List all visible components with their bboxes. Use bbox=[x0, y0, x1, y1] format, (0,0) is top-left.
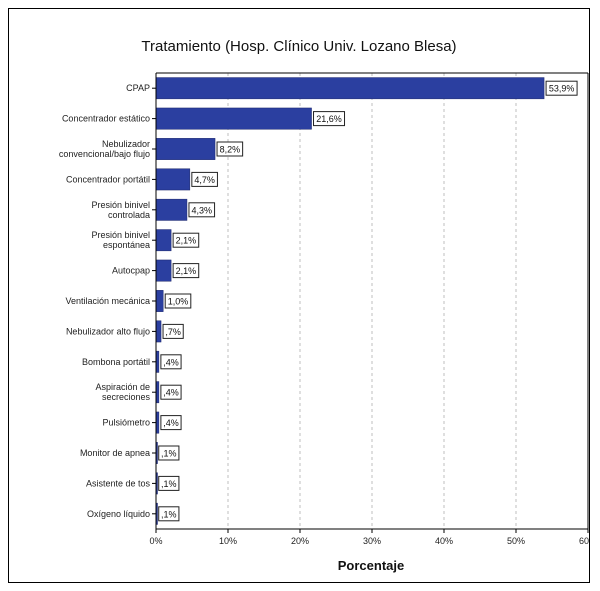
category-label: Concentrador estático bbox=[62, 114, 150, 124]
x-axis-label: Porcentaje bbox=[338, 558, 404, 573]
x-tick-label: 0% bbox=[149, 536, 162, 546]
data-label-box bbox=[158, 475, 180, 491]
category-label-line: Pulsiómetro bbox=[102, 418, 150, 428]
category-label: Pulsiómetro bbox=[102, 418, 150, 428]
chart-title: Tratamiento (Hosp. Clínico Univ. Lozano … bbox=[141, 38, 456, 55]
category-label-line: Concentrador estático bbox=[62, 114, 150, 124]
category-label-line: Aspiración de bbox=[95, 382, 150, 392]
x-tick-label: 20% bbox=[291, 536, 309, 546]
data-label: 1,0% bbox=[168, 297, 189, 307]
category-label-line: Monitor de apnea bbox=[80, 448, 150, 458]
data-label-box bbox=[188, 202, 216, 218]
data-label-box bbox=[158, 506, 180, 522]
data-label: 53,9% bbox=[549, 84, 575, 94]
category-label-line: Nebulizador alto flujo bbox=[66, 326, 150, 336]
category-label: Presión binivel espontánea bbox=[91, 230, 150, 250]
data-label: ,1% bbox=[161, 479, 177, 489]
data-label-box bbox=[545, 80, 578, 96]
data-label-box bbox=[160, 354, 182, 370]
data-label-box bbox=[164, 293, 192, 309]
data-label-box bbox=[162, 323, 184, 339]
category-label-line: Presión binivel bbox=[91, 200, 150, 210]
bar bbox=[155, 198, 188, 221]
bar bbox=[155, 77, 545, 100]
data-label: 4,3% bbox=[192, 205, 213, 215]
category-label-line: controlada bbox=[108, 210, 150, 220]
category-label-line: Ventilación mecánica bbox=[65, 296, 150, 306]
data-labels: 53,9% 21,6% 8,2% 4,7% 4,3% 2,1% 2,1% 1,0% ,7% ,4%… bbox=[158, 80, 578, 522]
data-label-box bbox=[191, 171, 218, 187]
data-label-box bbox=[160, 415, 182, 431]
bar bbox=[155, 138, 216, 160]
bar bbox=[155, 107, 312, 130]
data-label: ,1% bbox=[161, 449, 177, 459]
data-label-box bbox=[172, 263, 200, 279]
x-tick-label: 50% bbox=[507, 536, 525, 546]
bar bbox=[155, 168, 191, 191]
category-label: Ventilación mecánica bbox=[65, 296, 150, 306]
category-labels: CPAP Concentrador estático Nebulizador conv… bbox=[59, 83, 151, 519]
chart-frame: Tratamiento (Hosp. Clínico Univ. Lozano … bbox=[8, 8, 590, 583]
category-label: CPAP bbox=[126, 83, 150, 93]
data-label: ,4% bbox=[163, 357, 179, 367]
data-label-box bbox=[313, 111, 346, 127]
category-label-line: Autocpap bbox=[112, 266, 150, 276]
data-label-box bbox=[160, 384, 182, 400]
category-label-line: Presión binivel bbox=[91, 230, 150, 240]
category-label-line: convencional/bajo flujo bbox=[59, 149, 150, 159]
data-label: 2,1% bbox=[176, 236, 197, 246]
x-tick-label: 30% bbox=[363, 536, 381, 546]
data-label: 21,6% bbox=[316, 114, 342, 124]
tick-labels: 0% 10% 20% 30% 40% 50% 60% bbox=[149, 536, 589, 546]
category-label-line: espontánea bbox=[103, 240, 150, 250]
data-label: 2,1% bbox=[176, 266, 197, 276]
category-label-line: Concentrador portátil bbox=[66, 174, 150, 184]
bar bbox=[155, 259, 172, 282]
data-label: ,7% bbox=[165, 327, 181, 337]
category-label-line: Nebulizador bbox=[102, 139, 150, 149]
grid-lines bbox=[227, 73, 589, 529]
x-tick-label: 40% bbox=[435, 536, 453, 546]
bar-chart: Tratamiento (Hosp. Clínico Univ. Lozano … bbox=[59, 38, 589, 573]
category-label: Asistente de tos bbox=[86, 478, 151, 488]
bars bbox=[155, 77, 545, 525]
category-label: Autocpap bbox=[112, 266, 150, 276]
data-label: ,4% bbox=[163, 388, 179, 398]
category-label: Nebulizador alto flujo bbox=[66, 326, 150, 336]
category-label: Aspiración de secreciones bbox=[95, 382, 150, 402]
x-tick-label: 10% bbox=[219, 536, 237, 546]
data-label-box bbox=[172, 232, 200, 248]
data-label: 4,7% bbox=[194, 175, 215, 185]
category-label-line: Oxígeno líquido bbox=[87, 509, 150, 519]
x-tick-label: 60% bbox=[579, 536, 589, 546]
category-label-line: Bombona portátil bbox=[82, 357, 150, 367]
data-label: ,4% bbox=[163, 418, 179, 428]
category-label: Nebulizador convencional/bajo flujo bbox=[59, 139, 150, 159]
category-label: Oxígeno líquido bbox=[87, 509, 150, 519]
category-label: Concentrador portátil bbox=[66, 174, 150, 184]
category-label-line: CPAP bbox=[126, 83, 150, 93]
data-label: ,1% bbox=[161, 509, 177, 519]
axes bbox=[152, 72, 589, 533]
data-label: 8,2% bbox=[220, 145, 241, 155]
data-label-box bbox=[216, 141, 244, 157]
category-label: Monitor de apnea bbox=[80, 448, 150, 458]
category-label-line: Asistente de tos bbox=[86, 478, 151, 488]
category-label-line: secreciones bbox=[102, 392, 151, 402]
data-label-box bbox=[158, 445, 180, 461]
bar bbox=[155, 320, 162, 343]
category-label: Bombona portátil bbox=[82, 357, 150, 367]
category-label: Presión binivel controlada bbox=[91, 200, 150, 220]
bar bbox=[155, 229, 172, 252]
bar bbox=[155, 290, 164, 312]
